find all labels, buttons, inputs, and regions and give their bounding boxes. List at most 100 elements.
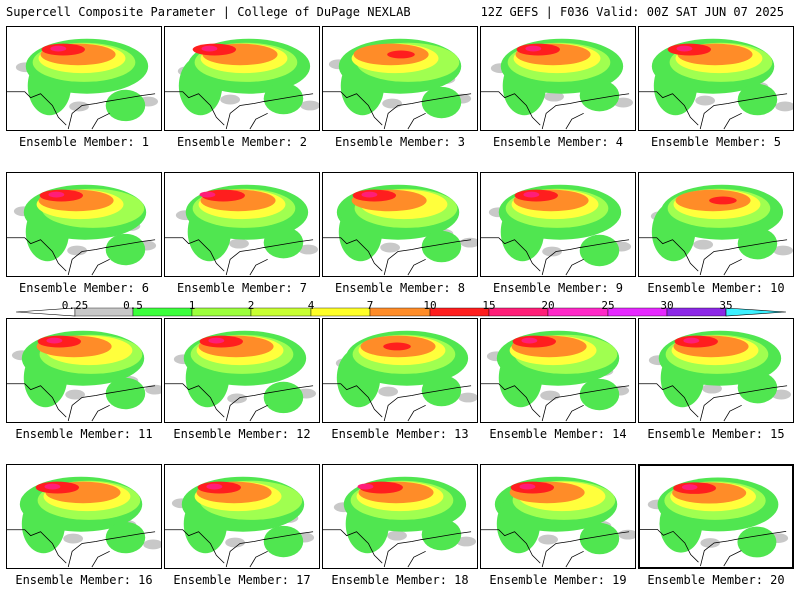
low-value-region bbox=[460, 237, 477, 248]
scale-tick-label: 0.25 bbox=[61, 299, 89, 312]
scale-color-bin bbox=[310, 307, 371, 317]
coastline-border bbox=[7, 383, 156, 422]
red-region bbox=[387, 50, 415, 59]
coastline-border bbox=[165, 529, 314, 568]
scale-tick-label: 7 bbox=[366, 299, 374, 312]
magenta-region bbox=[519, 483, 536, 490]
green-region bbox=[737, 371, 778, 404]
map-canvas bbox=[7, 330, 161, 422]
scale-tick-label: 20 bbox=[541, 299, 555, 312]
coastline-border bbox=[7, 237, 156, 276]
magenta-region bbox=[48, 191, 65, 198]
ensemble-member-map bbox=[164, 26, 320, 131]
ensemble-member-map bbox=[322, 26, 478, 131]
coastline-border bbox=[165, 383, 314, 422]
magenta-region bbox=[676, 45, 693, 52]
map-canvas bbox=[639, 330, 792, 422]
low-value-region bbox=[145, 384, 161, 395]
ensemble-member-map bbox=[6, 172, 162, 277]
magenta-region bbox=[44, 483, 61, 490]
low-value-region bbox=[143, 539, 161, 550]
magenta-region bbox=[199, 191, 216, 198]
green-region bbox=[105, 233, 146, 266]
red-region bbox=[709, 196, 737, 205]
low-value-region bbox=[378, 386, 399, 397]
ensemble-member-label: Ensemble Member: 12 bbox=[173, 427, 311, 441]
coastline-border bbox=[165, 237, 314, 276]
low-value-region bbox=[542, 246, 562, 257]
low-value-region bbox=[69, 101, 89, 112]
low-value-region bbox=[775, 101, 793, 112]
map-canvas bbox=[165, 184, 319, 276]
scale-color-bin bbox=[607, 307, 668, 317]
low-value-region bbox=[382, 98, 402, 109]
coastline-border bbox=[639, 91, 788, 130]
map-canvas bbox=[481, 476, 635, 568]
coastline-border bbox=[640, 529, 787, 567]
ensemble-member-label: Ensemble Member: 2 bbox=[176, 135, 308, 149]
ensemble-member-label: Ensemble Member: 5 bbox=[650, 135, 782, 149]
magenta-region bbox=[46, 337, 63, 344]
green-region bbox=[579, 522, 620, 555]
scale-color-bin bbox=[250, 307, 312, 317]
ensemble-member-map bbox=[6, 26, 162, 131]
magenta-region bbox=[50, 45, 67, 52]
coastline-border bbox=[7, 91, 156, 130]
low-value-region bbox=[229, 238, 249, 249]
color-scale-bar bbox=[0, 298, 800, 320]
low-value-region bbox=[458, 392, 477, 403]
magenta-region bbox=[683, 337, 700, 344]
map-canvas bbox=[165, 38, 319, 130]
green-region bbox=[737, 227, 778, 260]
scale-tick-label: 35 bbox=[719, 299, 733, 312]
ensemble-member-label: Ensemble Member: 1 bbox=[18, 135, 150, 149]
map-canvas bbox=[481, 38, 634, 130]
green-region bbox=[421, 86, 462, 119]
scale-tick-label: 4 bbox=[307, 299, 315, 312]
map-canvas bbox=[481, 184, 632, 276]
map-canvas bbox=[481, 330, 630, 422]
ensemble-member-map bbox=[164, 464, 320, 569]
red-region bbox=[383, 342, 411, 351]
green-region bbox=[105, 521, 146, 554]
low-value-region bbox=[65, 389, 85, 400]
ensemble-member-label: Ensemble Member: 6 bbox=[18, 281, 150, 295]
map-canvas bbox=[323, 476, 477, 568]
green-region bbox=[737, 526, 777, 558]
coastline-border bbox=[639, 237, 788, 276]
low-value-region bbox=[702, 383, 722, 394]
ensemble-member-map bbox=[638, 318, 794, 423]
ensemble-member-label: Ensemble Member: 3 bbox=[334, 135, 466, 149]
low-value-region bbox=[695, 95, 716, 106]
green-region bbox=[105, 89, 146, 122]
green-region bbox=[263, 525, 304, 558]
green-region bbox=[579, 234, 620, 267]
coastline-border bbox=[481, 529, 630, 568]
coastline-border bbox=[7, 529, 156, 568]
magenta-region bbox=[523, 191, 540, 198]
ensemble-member-label: Ensemble Member: 10 bbox=[647, 281, 785, 295]
scale-color-bin bbox=[547, 307, 609, 317]
scale-color-bin bbox=[191, 307, 252, 317]
magenta-region bbox=[681, 484, 698, 491]
ensemble-member-label: Ensemble Member: 8 bbox=[334, 281, 466, 295]
map-canvas bbox=[7, 476, 161, 568]
green-region bbox=[263, 226, 304, 259]
green-region bbox=[579, 79, 620, 112]
ensemble-member-label: Ensemble Member: 15 bbox=[647, 427, 785, 441]
low-value-region bbox=[63, 533, 84, 544]
map-canvas bbox=[323, 38, 472, 130]
run-info: 12Z GEFS | F036 Valid: 00Z SAT JUN 07 20… bbox=[480, 5, 784, 19]
low-value-region bbox=[298, 244, 319, 255]
ensemble-member-map bbox=[480, 172, 636, 277]
map-canvas bbox=[323, 330, 477, 422]
color-scale-svg bbox=[15, 307, 787, 317]
coastline-border bbox=[323, 383, 472, 422]
scale-high-arrow bbox=[725, 307, 787, 317]
low-value-region bbox=[67, 245, 87, 256]
ensemble-member-map bbox=[164, 318, 320, 423]
scale-color-bin bbox=[369, 307, 431, 317]
map-canvas bbox=[640, 477, 789, 567]
scale-color-bin bbox=[488, 307, 549, 317]
